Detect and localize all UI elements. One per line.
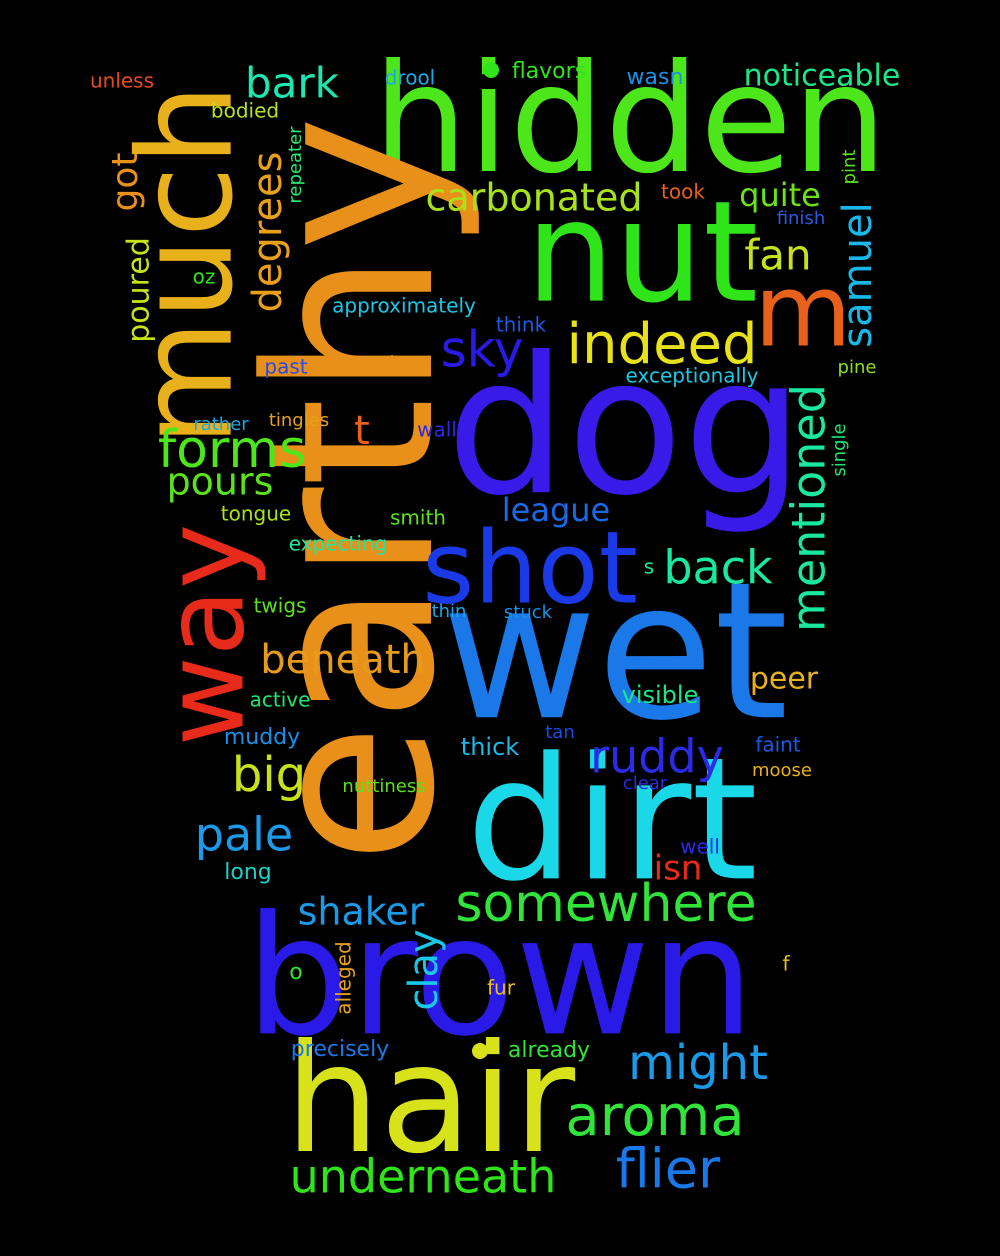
word-much: much bbox=[110, 84, 262, 447]
word-past: past bbox=[264, 355, 307, 379]
word-faint: faint bbox=[755, 733, 801, 757]
word-alleged: alleged bbox=[332, 941, 356, 1014]
word-underneath: underneath bbox=[290, 1150, 557, 1204]
word-approximately: approximately bbox=[332, 294, 476, 318]
word-noticeable: noticeable bbox=[744, 59, 901, 94]
word-quite: quite bbox=[739, 176, 821, 214]
word-forms: forms bbox=[158, 420, 306, 480]
word-precisely: precisely bbox=[291, 1037, 389, 1062]
word-degrees: degrees bbox=[245, 151, 291, 312]
word-back: back bbox=[663, 541, 773, 595]
word-single: single bbox=[829, 423, 850, 476]
dot-mark-top bbox=[483, 62, 499, 78]
word-mentioned: mentioned bbox=[782, 384, 836, 632]
word-clay: clay bbox=[401, 929, 447, 1010]
word-moose: moose bbox=[752, 760, 812, 781]
word-wet: wet bbox=[442, 541, 789, 762]
word-bodied: bodied bbox=[211, 99, 279, 123]
word-tan: tan bbox=[545, 722, 575, 743]
word-dirt: dirt bbox=[466, 721, 758, 919]
word-fur: fur bbox=[487, 976, 516, 1000]
word-f: f bbox=[782, 952, 790, 976]
word-hair: hair bbox=[285, 1013, 576, 1187]
word-finish: finish bbox=[777, 208, 826, 229]
word-well: well bbox=[680, 835, 720, 859]
word-s: s bbox=[644, 555, 654, 579]
word-oz: oz bbox=[193, 265, 216, 289]
word-dog: dog bbox=[446, 316, 803, 537]
word-repeater: repeater bbox=[285, 126, 306, 204]
word-stuck: stuck bbox=[504, 602, 553, 623]
word-ruddy: ruddy bbox=[590, 730, 724, 784]
word-muddy: muddy bbox=[224, 725, 300, 750]
word-sky: sky bbox=[441, 321, 524, 379]
word-flier: flier bbox=[616, 1138, 721, 1201]
word-tingles: tingles bbox=[269, 410, 329, 431]
word-m: m bbox=[754, 252, 851, 369]
word-brown: brown bbox=[245, 880, 754, 1072]
word-somewhere: somewhere bbox=[455, 874, 756, 934]
word-exceptionally: exceptionally bbox=[626, 364, 759, 388]
word-hidden: hidden bbox=[373, 33, 888, 207]
word-thin: thin bbox=[432, 601, 467, 622]
word-pint: pint bbox=[839, 150, 860, 185]
word-carbonated: carbonated bbox=[426, 176, 643, 220]
word-might: might bbox=[628, 1035, 768, 1091]
word-got: got bbox=[105, 153, 146, 212]
word-expecting: expecting bbox=[289, 532, 388, 556]
word-twigs: twigs bbox=[254, 594, 307, 618]
word-fan: fan bbox=[744, 231, 811, 280]
word-way: way bbox=[140, 524, 268, 746]
word-peer: peer bbox=[750, 662, 819, 697]
word-active: active bbox=[250, 688, 311, 712]
word-drool: drool bbox=[385, 66, 436, 90]
word-mostly: mostly bbox=[339, 352, 407, 376]
word-big: big bbox=[232, 747, 306, 803]
word-tongue: tongue bbox=[221, 502, 291, 526]
word-shaker: shaker bbox=[298, 890, 425, 934]
word-unless: unless bbox=[90, 69, 154, 93]
word-pine: pine bbox=[838, 357, 877, 378]
word-samuel: samuel bbox=[835, 202, 881, 347]
word-aroma: aroma bbox=[565, 1084, 744, 1149]
word-long: long bbox=[224, 860, 271, 885]
word-nuttiness: nuttiness bbox=[342, 776, 425, 797]
word-think: think bbox=[496, 313, 547, 337]
word-wasn: wasn bbox=[627, 65, 684, 90]
word-isn: isn bbox=[654, 849, 703, 889]
word-league: league bbox=[502, 491, 610, 529]
word-nut: nut bbox=[526, 172, 758, 335]
word-smith: smith bbox=[390, 506, 446, 530]
word-wall: wall bbox=[417, 418, 457, 442]
word-flavors: flavors bbox=[512, 59, 586, 84]
word-pours: pours bbox=[167, 460, 274, 504]
word-took: took bbox=[661, 180, 705, 204]
word-poured: poured bbox=[122, 237, 157, 343]
word-shot: shot bbox=[422, 509, 638, 626]
word-already: already bbox=[508, 1038, 590, 1063]
word-thick: thick bbox=[461, 733, 519, 761]
word-o: o bbox=[289, 960, 302, 985]
word-bark: bark bbox=[245, 59, 340, 108]
word-indeed: indeed bbox=[566, 312, 757, 377]
word-pale: pale bbox=[195, 808, 293, 862]
word-earthy: earthy bbox=[219, 115, 486, 864]
dot-mark-bottom bbox=[472, 1043, 488, 1059]
word-beneath: beneath bbox=[260, 637, 426, 683]
word-rather: rather bbox=[193, 414, 249, 435]
word-visible: visible bbox=[622, 681, 699, 709]
word-t: t bbox=[354, 408, 370, 454]
word-clear: clear bbox=[623, 773, 668, 794]
